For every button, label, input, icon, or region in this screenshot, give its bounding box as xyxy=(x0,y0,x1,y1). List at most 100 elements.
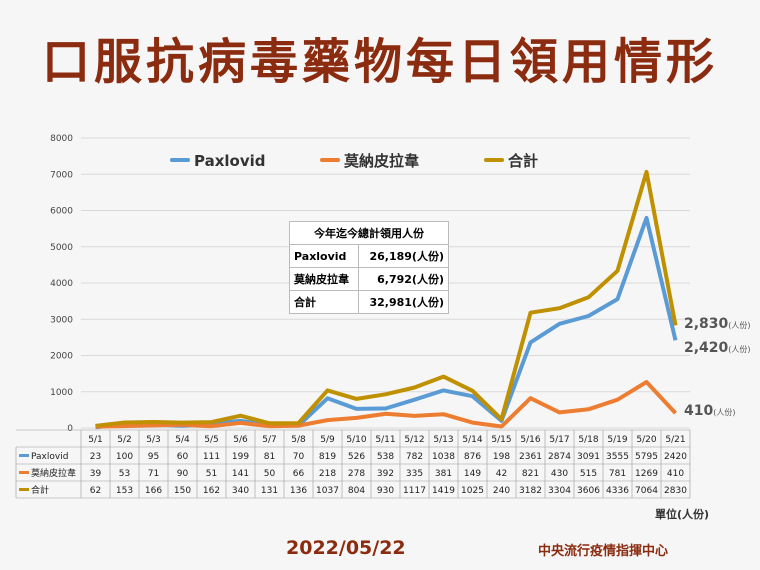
table-cell: 199 xyxy=(232,452,249,462)
table-cell: 5795 xyxy=(635,452,658,462)
x-tick-label: 5/8 xyxy=(291,435,306,445)
table-cell: 136 xyxy=(290,486,307,496)
x-tick-label: 5/2 xyxy=(117,435,131,445)
table-cell: 141 xyxy=(232,469,249,479)
table-cell: 166 xyxy=(145,486,162,496)
table-cell: 821 xyxy=(522,469,539,479)
summary-value: 6,792(人份) xyxy=(357,267,450,291)
table-series-label: 莫納皮拉韋 xyxy=(31,467,76,479)
y-tick-label: 5000 xyxy=(50,243,73,253)
table-cell: 162 xyxy=(203,486,220,496)
table-cell: 150 xyxy=(174,486,191,496)
y-tick-label: 3000 xyxy=(50,315,73,325)
table-cell: 1419 xyxy=(432,486,455,496)
y-tick-label: 1000 xyxy=(50,388,73,398)
x-tick-label: 5/5 xyxy=(204,435,218,445)
table-series-label: Paxlovid xyxy=(31,452,68,462)
x-tick-label: 5/7 xyxy=(262,435,276,445)
table-cell: 515 xyxy=(580,469,597,479)
table-cell: 2874 xyxy=(548,452,571,462)
table-cell: 218 xyxy=(319,469,336,479)
x-tick-label: 5/17 xyxy=(549,435,569,445)
x-tick-label: 5/1 xyxy=(88,435,102,445)
report-date: 2022/05/22 xyxy=(286,537,406,559)
x-tick-label: 5/11 xyxy=(375,435,395,445)
table-cell: 930 xyxy=(377,486,394,496)
table-cell: 50 xyxy=(264,469,276,479)
table-cell: 1038 xyxy=(432,452,455,462)
unit-note: 單位(人份) xyxy=(655,508,710,521)
table-cell: 71 xyxy=(148,469,159,479)
end-value-label: 410(人份) xyxy=(684,403,735,419)
table-cell: 66 xyxy=(293,469,305,479)
series-line-1 xyxy=(95,380,677,429)
table-cell: 3091 xyxy=(577,452,600,462)
table-cell: 2361 xyxy=(519,452,542,462)
table-cell: 131 xyxy=(261,486,278,496)
table-cell: 410 xyxy=(667,469,684,479)
table-cell: 2830 xyxy=(664,486,687,496)
table-series-label: 合計 xyxy=(31,484,49,496)
summary-table: 今年迄今總計領用人份 Paxlovid 26,189(人份) 莫納皮拉韋 6,7… xyxy=(289,221,450,314)
x-tick-label: 5/16 xyxy=(520,435,540,445)
table-cell: 782 xyxy=(406,452,423,462)
x-tick-label: 5/10 xyxy=(346,435,366,445)
table-cell: 819 xyxy=(319,452,336,462)
legend-label: 莫納皮拉韋 xyxy=(344,152,419,170)
table-cell: 42 xyxy=(496,469,507,479)
table-cell: 70 xyxy=(293,452,305,462)
table-cell: 340 xyxy=(232,486,249,496)
x-tick-label: 5/3 xyxy=(146,435,160,445)
end-value-label: 2,830(人份) xyxy=(684,316,751,332)
x-tick-label: 5/20 xyxy=(636,435,656,445)
table-cell: 430 xyxy=(551,469,568,479)
table-cell: 7064 xyxy=(635,486,658,496)
table-cell: 23 xyxy=(90,452,101,462)
end-value-label: 2,420(人份) xyxy=(684,340,751,356)
end-value-unit: (人份) xyxy=(728,320,750,330)
table-cell: 3182 xyxy=(519,486,542,496)
summary-value: 26,189(人份) xyxy=(357,244,450,268)
end-value-unit: (人份) xyxy=(728,344,750,354)
table-cell: 1025 xyxy=(461,486,484,496)
legend-label: Paxlovid xyxy=(194,152,266,170)
table-cell: 392 xyxy=(377,469,394,479)
table-cell: 3555 xyxy=(606,452,629,462)
y-tick-label: 0 xyxy=(67,424,73,434)
table-cell: 81 xyxy=(264,452,275,462)
x-tick-label: 5/13 xyxy=(433,435,453,445)
y-tick-label: 6000 xyxy=(50,207,73,217)
table-cell: 1269 xyxy=(635,469,658,479)
table-cell: 876 xyxy=(464,452,481,462)
table-cell: 278 xyxy=(348,469,365,479)
y-tick-label: 2000 xyxy=(50,352,73,362)
end-value: 2,830 xyxy=(684,316,729,332)
table-cell: 111 xyxy=(203,452,220,462)
summary-label: 合計 xyxy=(289,290,359,314)
table-cell: 53 xyxy=(119,469,130,479)
y-tick-label: 8000 xyxy=(50,134,73,144)
table-cell: 153 xyxy=(116,486,133,496)
table-cell: 1117 xyxy=(403,486,426,496)
table-cell: 62 xyxy=(90,486,101,496)
table-cell: 381 xyxy=(435,469,452,479)
x-tick-label: 5/19 xyxy=(607,435,627,445)
x-tick-label: 5/6 xyxy=(233,435,248,445)
y-tick-label: 7000 xyxy=(50,170,73,180)
summary-label: Paxlovid xyxy=(289,244,359,268)
table-cell: 39 xyxy=(90,469,102,479)
end-value: 410 xyxy=(684,403,713,419)
table-cell: 198 xyxy=(493,452,510,462)
y-tick-label: 4000 xyxy=(50,279,73,289)
table-cell: 335 xyxy=(406,469,423,479)
organization-name: 中央流行疫情指揮中心 xyxy=(538,544,669,559)
table-cell: 240 xyxy=(493,486,510,496)
table-cell: 3304 xyxy=(548,486,571,496)
end-value-unit: (人份) xyxy=(713,407,735,417)
table-cell: 1037 xyxy=(316,486,339,496)
x-tick-label: 5/15 xyxy=(491,435,511,445)
table-cell: 4336 xyxy=(606,486,629,496)
summary-caption: 今年迄今總計領用人份 xyxy=(289,221,449,244)
line-chart: 0 1000 2000 3000 4000 5000 6000 7000 8000 Paxlovi… xyxy=(15,134,751,499)
table-cell: 538 xyxy=(377,452,394,462)
